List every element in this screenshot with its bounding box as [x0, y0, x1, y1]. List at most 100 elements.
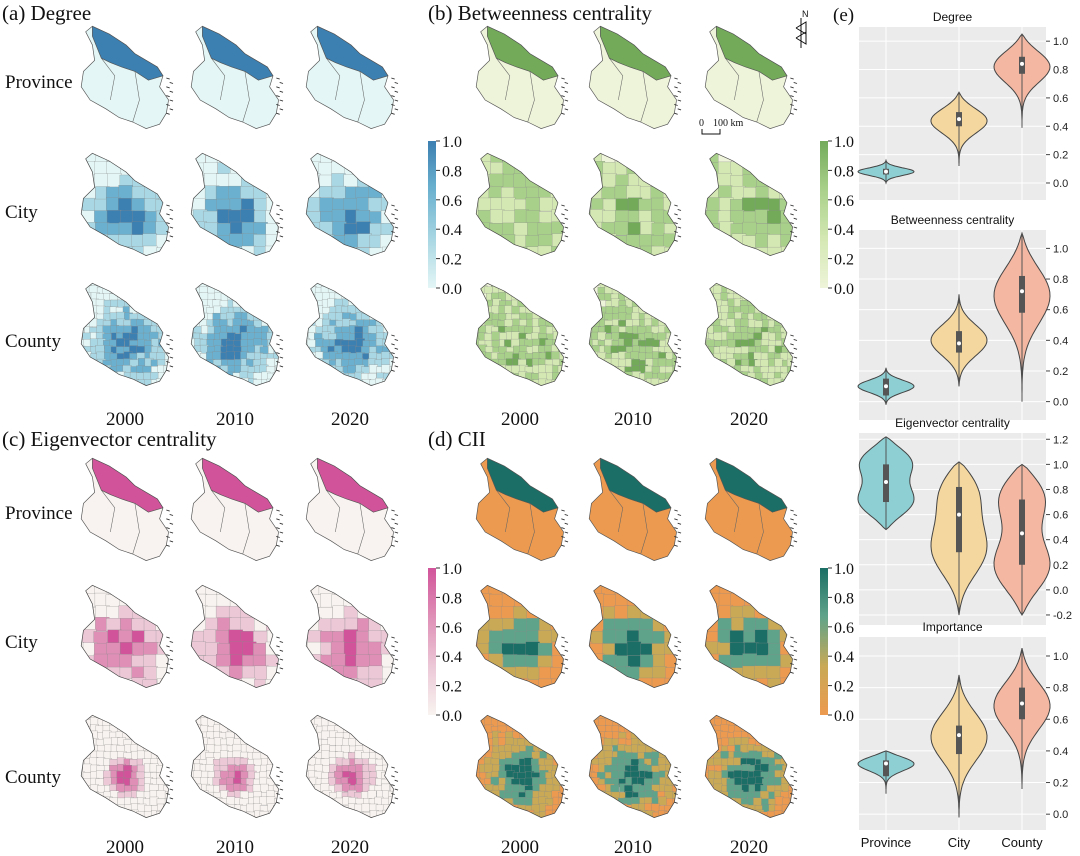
map-cell	[501, 197, 516, 212]
map-cell	[157, 678, 169, 688]
map-cell	[684, 320, 692, 328]
map-cell	[559, 715, 564, 721]
map-cell	[308, 300, 318, 309]
map-cell	[180, 292, 188, 300]
map-cell	[178, 817, 186, 825]
island	[394, 788, 399, 791]
map-cell	[788, 737, 793, 746]
map-cell	[368, 715, 378, 721]
map-cell	[572, 281, 580, 289]
island	[677, 797, 682, 800]
island	[790, 654, 794, 657]
map-cell	[179, 325, 187, 333]
map-cell	[157, 153, 169, 165]
map-cell	[274, 725, 279, 735]
map-cell	[693, 293, 701, 301]
map-cell	[157, 737, 167, 747]
island	[793, 540, 798, 543]
map-cell	[672, 351, 677, 361]
province-border	[609, 490, 648, 555]
map-cell	[705, 222, 709, 237]
island	[169, 81, 174, 84]
island	[166, 792, 170, 795]
map-cell	[705, 617, 710, 632]
map-cell	[664, 298, 673, 308]
map-cell	[526, 691, 540, 705]
map-cell	[665, 306, 675, 316]
map-cell	[81, 209, 84, 224]
map-cell	[539, 197, 554, 212]
map-cell	[788, 378, 793, 386]
map-cell	[277, 667, 279, 682]
map-cell	[136, 292, 145, 302]
map-cell	[205, 371, 215, 381]
map-cell	[94, 161, 109, 176]
map-cell	[801, 340, 809, 348]
island	[279, 90, 284, 93]
map-cell	[476, 678, 480, 688]
map-cell	[95, 378, 105, 386]
map-cell	[638, 730, 648, 740]
map-cell	[773, 283, 783, 290]
map-cell	[517, 292, 527, 302]
map-cell	[624, 384, 634, 386]
map-cell	[761, 385, 770, 386]
map-cell	[689, 187, 703, 201]
map-cell	[361, 283, 371, 289]
map-cell	[382, 259, 396, 273]
map-1-1-0	[475, 152, 569, 256]
map-cell	[519, 725, 528, 735]
map-cell	[627, 690, 641, 704]
map-cell	[518, 715, 528, 721]
map-cell	[589, 312, 593, 321]
map-cell	[577, 312, 585, 320]
map-cell	[746, 285, 756, 295]
province-border	[211, 490, 250, 555]
map-cell	[640, 654, 655, 669]
map-cell	[538, 738, 548, 748]
map-cell	[81, 811, 85, 818]
island	[674, 792, 678, 795]
island	[391, 535, 395, 538]
map-cell	[719, 384, 729, 386]
map-cell	[273, 732, 279, 741]
island	[394, 779, 399, 782]
map-cell	[89, 372, 99, 381]
map-cell	[565, 352, 573, 360]
map-cell	[288, 339, 296, 347]
map-cell	[81, 594, 85, 609]
map-cell	[118, 629, 133, 644]
map-cell	[136, 731, 146, 741]
map-cell	[639, 260, 653, 274]
map-cell	[306, 593, 311, 608]
map-cell	[388, 811, 394, 818]
row-label: City	[5, 202, 38, 223]
map-cell	[498, 810, 508, 818]
map-cell	[688, 582, 702, 596]
map-cell	[361, 803, 371, 812]
map-cell	[706, 744, 715, 753]
map-cell	[705, 585, 709, 597]
map-cell	[287, 373, 295, 381]
map-cell	[792, 618, 793, 633]
island	[394, 356, 399, 359]
map-cell	[577, 320, 585, 328]
map-cell	[589, 234, 592, 249]
map-cell	[191, 667, 194, 682]
map-cell	[81, 365, 86, 375]
map-cell	[491, 331, 501, 341]
map-cell	[314, 798, 324, 808]
map-cell	[675, 618, 677, 633]
islands	[276, 636, 284, 674]
map-cell	[382, 379, 391, 386]
map-cell	[374, 283, 384, 288]
map-cell	[191, 379, 195, 386]
map-cell	[191, 750, 195, 760]
map-cell	[476, 594, 480, 609]
map-cell	[592, 358, 601, 367]
map-cell	[179, 711, 187, 719]
map-cell	[729, 246, 745, 256]
map-cell	[589, 246, 594, 256]
map-cell	[605, 818, 613, 826]
map-cell	[530, 285, 540, 295]
